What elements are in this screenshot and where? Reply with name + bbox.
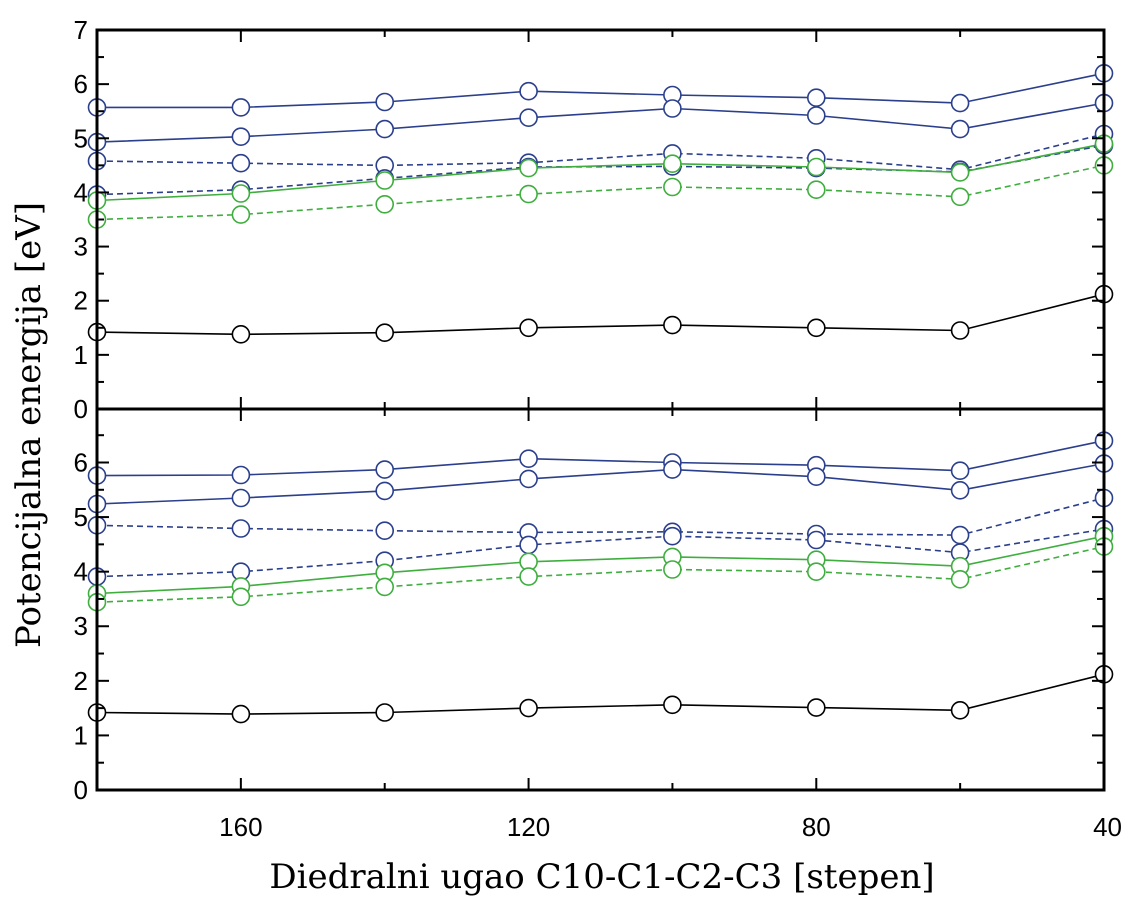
data-point-top-2-7 [950, 119, 970, 139]
y-tick-label: 1 [74, 720, 88, 750]
data-point-top-5-5 [663, 154, 682, 173]
data-point-bottom-3-3 [375, 521, 395, 541]
data-point-top-5-2 [231, 184, 251, 203]
data-point-top-7-2 [231, 324, 251, 344]
series-line-top-5 [96, 142, 1105, 202]
data-point-bottom-7-3 [375, 703, 395, 722]
data-point-bottom-1-3 [375, 460, 395, 479]
y-tick-label: 4 [74, 177, 88, 207]
data-point-bottom-6-4 [519, 567, 538, 586]
data-point-bottom-4-4 [519, 535, 538, 555]
data-point-bottom-1-4 [519, 449, 538, 469]
y-tick-label: 5 [74, 502, 88, 532]
data-point-bottom-3-7 [950, 525, 970, 545]
data-point-bottom-2-7 [950, 480, 970, 500]
data-point-top-3-2 [231, 153, 251, 173]
data-point-top-6-7 [950, 187, 970, 207]
x-tick-label: 160 [219, 812, 262, 842]
panel-bottom: 0 1 2 3 4 5 6 160 120 80 40 [74, 407, 1122, 842]
y-axis-title: Potencijalna energija [eV] [9, 202, 49, 648]
y-tick-label: 0 [74, 394, 88, 424]
data-point-top-5-3 [375, 171, 395, 190]
series-line-bottom-3 [96, 497, 1105, 536]
data-point-bottom-2-5 [663, 460, 682, 479]
data-point-bottom-7-5 [663, 695, 682, 715]
x-tick-label: 80 [802, 812, 831, 842]
series-line-bottom-1 [96, 439, 1105, 477]
data-point-top-5-7 [950, 163, 970, 182]
data-point-top-1-6 [806, 88, 826, 107]
data-point-top-2-2 [231, 127, 251, 146]
series-line-top-3 [96, 133, 1105, 171]
series-line-bottom-5 [96, 535, 1105, 595]
y-tick-label: 6 [74, 69, 88, 99]
data-point-bottom-2-4 [519, 469, 538, 489]
data-point-top-5-4 [519, 158, 538, 178]
y-tick-label: 4 [74, 557, 88, 587]
data-point-bottom-7-7 [950, 700, 970, 720]
data-point-bottom-2-2 [231, 488, 251, 508]
series-line-bottom-7 [96, 673, 1105, 715]
data-point-bottom-4-6 [806, 530, 826, 550]
data-point-top-1-7 [950, 93, 970, 113]
y-tick-label: 2 [74, 666, 88, 696]
data-point-top-1-4 [519, 81, 538, 101]
y-tick-label: 3 [74, 611, 88, 641]
data-point-top-7-5 [663, 315, 682, 335]
y-tick-label: 0 [74, 775, 88, 805]
data-point-top-1-3 [375, 92, 395, 112]
data-point-bottom-7-4 [519, 698, 538, 718]
data-point-top-7-3 [375, 323, 395, 343]
chart-panels: 0 1 2 3 4 5 6 7 0 1 2 3 4 5 6 160 120 80 40 [74, 15, 1122, 842]
data-point-top-2-4 [519, 108, 538, 127]
data-point-bottom-6-7 [950, 569, 970, 589]
x-tick-label: 120 [507, 812, 550, 842]
data-point-top-2-5 [663, 99, 682, 118]
series-line-bottom-6 [96, 545, 1105, 603]
series-line-top-2 [96, 102, 1105, 143]
y-tick-label: 6 [74, 447, 88, 477]
data-point-top-6-2 [231, 205, 251, 224]
y-tick-label: 2 [74, 286, 88, 316]
y-tick-label: 7 [74, 15, 88, 45]
data-point-top-7-7 [950, 321, 970, 340]
data-point-top-6-6 [806, 180, 826, 199]
data-point-bottom-6-3 [375, 577, 395, 597]
data-point-bottom-2-3 [375, 481, 395, 501]
data-point-top-2-6 [806, 106, 826, 125]
data-point-bottom-6-2 [231, 587, 251, 607]
data-point-bottom-4-5 [663, 526, 682, 546]
data-point-bottom-1-7 [950, 461, 970, 481]
y-tick-label: 5 [74, 123, 88, 153]
series-line-bottom-4 [96, 528, 1105, 578]
y-tick-label: 3 [74, 232, 88, 262]
data-point-top-5-6 [806, 157, 826, 177]
data-point-bottom-6-5 [663, 560, 682, 579]
panel-top: 0 1 2 3 4 5 6 7 [74, 15, 1114, 424]
data-point-bottom-7-6 [806, 698, 826, 717]
data-point-bottom-2-6 [806, 467, 826, 487]
data-point-top-1-2 [231, 98, 251, 117]
series-line-top-6 [96, 164, 1105, 221]
series-line-bottom-2 [96, 462, 1105, 505]
data-point-bottom-1-2 [231, 465, 251, 485]
data-point-top-7-4 [519, 318, 538, 338]
data-point-top-6-5 [663, 177, 682, 197]
x-axis-title: Diedralni ugao C10-C1-C2-C3 [stepen] [269, 857, 934, 897]
data-point-bottom-6-6 [806, 562, 826, 582]
data-point-bottom-3-2 [231, 519, 251, 538]
data-point-bottom-7-2 [231, 704, 251, 724]
y-tick-label: 1 [74, 340, 88, 370]
x-tick-label: 40 [1093, 812, 1122, 842]
data-point-top-7-6 [806, 318, 826, 338]
series-line-top-1 [97, 72, 1105, 109]
data-point-top-6-4 [519, 184, 538, 204]
data-point-top-2-3 [375, 119, 395, 139]
series-line-top-7 [96, 293, 1105, 336]
data-point-top-6-3 [375, 195, 395, 214]
